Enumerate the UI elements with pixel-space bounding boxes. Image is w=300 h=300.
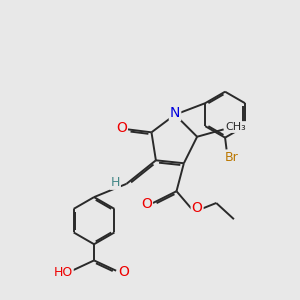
Text: O: O bbox=[192, 201, 203, 215]
Text: O: O bbox=[118, 265, 129, 279]
Text: H: H bbox=[111, 176, 120, 189]
Text: N: N bbox=[170, 106, 180, 120]
Text: HO: HO bbox=[53, 266, 73, 279]
Text: O: O bbox=[116, 121, 127, 135]
Text: CH₃: CH₃ bbox=[226, 122, 246, 132]
Text: O: O bbox=[141, 197, 152, 212]
Text: Br: Br bbox=[225, 151, 238, 164]
